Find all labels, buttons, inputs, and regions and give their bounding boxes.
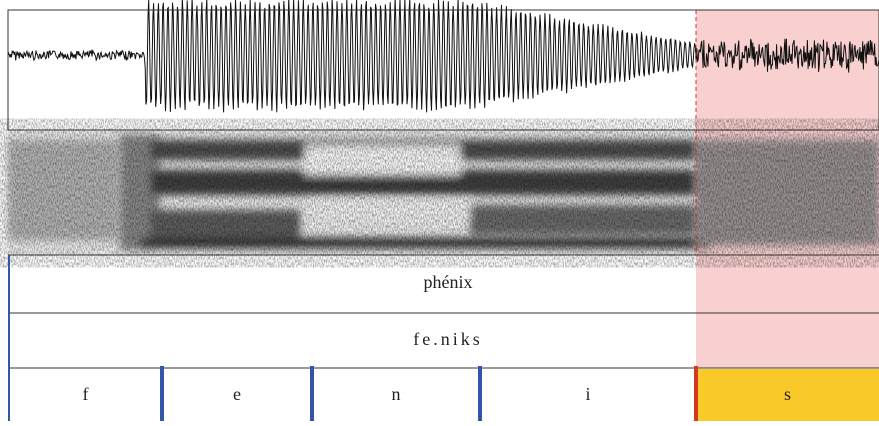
waveform-frame xyxy=(7,9,879,131)
waveform-trace xyxy=(7,0,879,113)
syllable-label[interactable]: fe.niks xyxy=(413,329,483,349)
waveform xyxy=(7,0,879,113)
segment-label[interactable]: f xyxy=(83,384,89,404)
segment-label[interactable]: e xyxy=(233,384,241,404)
segment-label[interactable]: n xyxy=(392,384,401,404)
selected-interval xyxy=(697,369,879,421)
word-label[interactable]: phénix xyxy=(424,272,473,292)
tiers xyxy=(8,254,879,421)
segment-label[interactable]: s xyxy=(784,384,791,404)
spectrogram xyxy=(8,131,879,255)
segment-label[interactable]: i xyxy=(585,384,590,404)
